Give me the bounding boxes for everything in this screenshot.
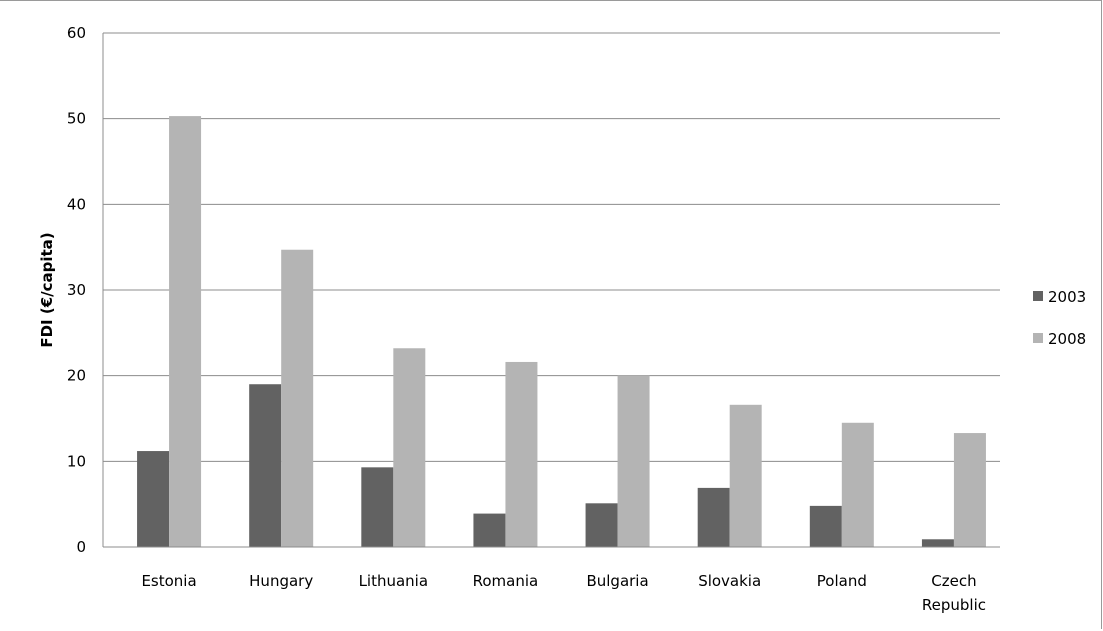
legend: 2003 2008 [1033,288,1086,348]
x-category-label: Slovakia [698,572,761,590]
x-category-label: Estonia [141,572,196,590]
y-tick-label: 10 [67,452,86,470]
y-axis-title: FDI (€/capita) [38,232,56,347]
bar-2008-6 [841,422,874,547]
legend-swatch-2003 [1033,291,1043,301]
y-tick-label: 30 [67,281,86,299]
legend-label-2003: 2003 [1048,288,1086,306]
y-tick-label: 60 [67,24,86,42]
y-tick-labels: 0 10 20 30 40 50 60 [67,24,86,556]
x-category-label: Hungary [249,572,313,590]
x-category-label: Czech [931,572,976,590]
gridlines [103,32,1000,462]
x-category-label: Lithuania [359,572,428,590]
bar-2008-3 [505,361,538,547]
bar-2003-3 [473,513,506,547]
bar-2008-7 [953,433,986,547]
y-tick-label: 40 [67,195,86,213]
x-category-label: Republic [922,596,986,614]
y-tick-label: 50 [67,110,86,128]
bar-2008-0 [169,116,202,547]
bar-2003-0 [137,451,170,547]
bar-2008-2 [393,348,426,547]
legend-swatch-2008 [1033,333,1043,343]
bar-2003-5 [697,487,730,547]
bar-2003-1 [249,384,282,547]
bar-2008-4 [617,375,650,547]
bar-2003-7 [921,539,954,547]
y-tick-label: 20 [67,367,86,385]
x-category-label: Romania [473,572,539,590]
x-category-labels: Estonia Hungary Lithuania Romania Bulgaria Sl… [141,572,986,614]
bar-2003-6 [809,505,842,547]
legend-label-2008: 2008 [1048,330,1086,348]
bar-2003-2 [361,467,394,547]
bars [137,116,986,547]
bar-2008-1 [281,249,314,547]
x-category-label: Bulgaria [586,572,648,590]
bar-2008-5 [729,404,762,547]
x-category-label: Poland [817,572,867,590]
y-tick-label: 0 [76,538,86,556]
bar-2003-4 [585,503,618,547]
